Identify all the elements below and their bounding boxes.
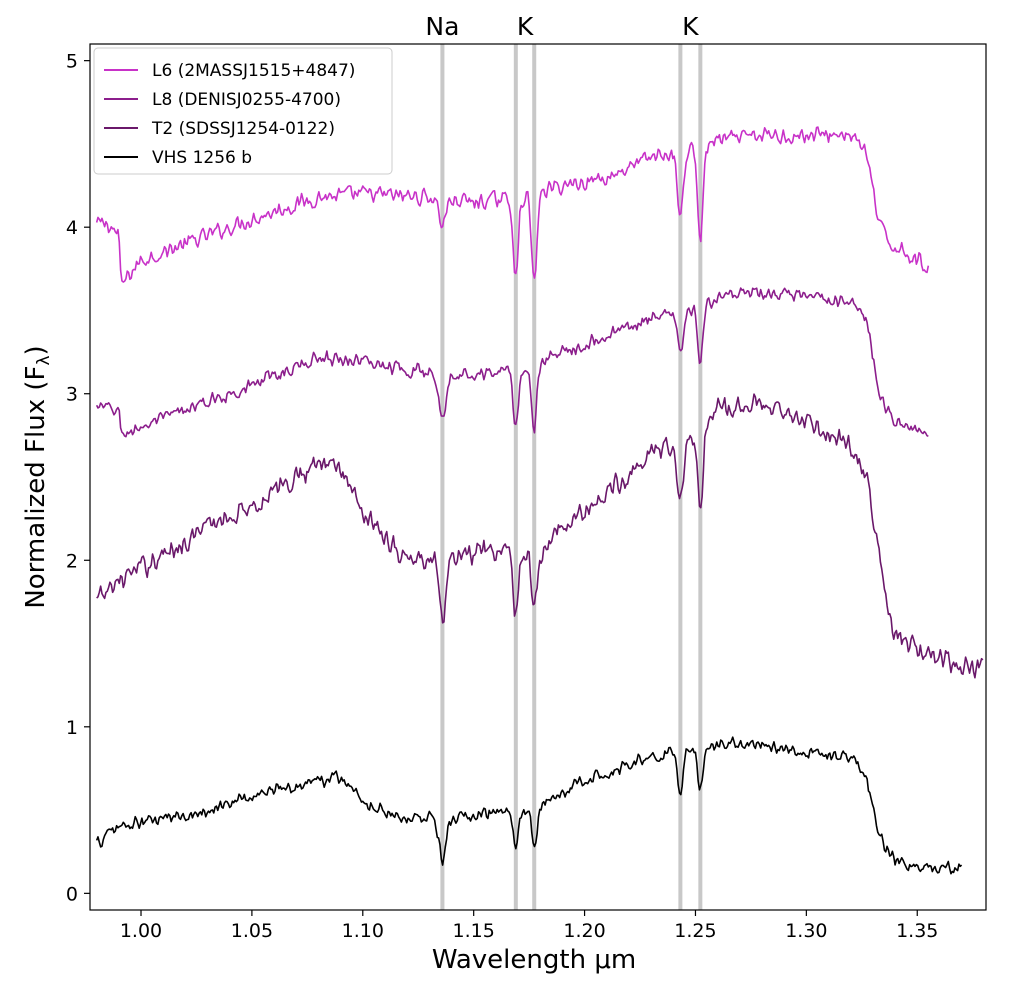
- legend-items: L6 (2MASSJ1515+4847) L8 (DENISJ0255-4700)…: [104, 61, 355, 168]
- series-line-1: [95, 287, 929, 438]
- legend-label-1: L8 (DENISJ0255-4700): [152, 90, 341, 110]
- marker-label-k: K: [682, 12, 699, 41]
- y-axis-label-subscript: λ: [34, 355, 54, 365]
- legend: L6 (2MASSJ1515+4847) L8 (DENISJ0255-4700)…: [93, 47, 393, 175]
- x-axis-ticks: 1.00 1.05 1.10 1.15 1.20 1.25 1.30 1.35: [120, 910, 938, 942]
- series-line-3: [95, 736, 963, 875]
- y-axis-label-main: Normalized Flux (F: [21, 366, 51, 609]
- y-tick-label: 2: [66, 550, 78, 572]
- y-tick-label: 3: [66, 384, 78, 406]
- legend-box: [93, 47, 393, 175]
- series-lines: [95, 126, 984, 875]
- y-tick-label: 0: [66, 883, 78, 905]
- y-tick-label: 5: [66, 51, 78, 73]
- line-markers: [440, 44, 703, 910]
- y-tick-label: 1: [66, 717, 78, 739]
- legend-label-3: VHS 1256 b: [152, 148, 252, 168]
- marker-label-na: Na: [425, 12, 459, 41]
- marker-label-k: K: [517, 12, 534, 41]
- y-tick-label: 4: [66, 217, 78, 239]
- x-tick-label: 1.35: [896, 920, 938, 942]
- x-tick-label: 1.00: [120, 920, 162, 942]
- y-axis-label: Normalized Flux (Fλ): [21, 345, 54, 608]
- series-line-2: [96, 393, 984, 679]
- y-axis-ticks: 0 1 2 3 4 5: [66, 51, 90, 905]
- x-tick-label: 1.20: [563, 920, 605, 942]
- line-marker-labels: Na K K: [425, 12, 699, 41]
- y-axis-label-close: ): [21, 345, 51, 355]
- legend-label-0: L6 (2MASSJ1515+4847): [152, 61, 355, 81]
- x-axis-label: Wavelength μm: [432, 945, 636, 975]
- legend-label-2: T2 (SDSSJ1254-0122): [151, 119, 335, 139]
- x-tick-label: 1.05: [231, 920, 273, 942]
- series-line-0: [95, 126, 930, 283]
- plot-frame: [89, 43, 987, 911]
- x-tick-label: 1.10: [342, 920, 384, 942]
- x-tick-label: 1.15: [453, 920, 495, 942]
- x-tick-label: 1.30: [785, 920, 827, 942]
- x-tick-label: 1.25: [674, 920, 716, 942]
